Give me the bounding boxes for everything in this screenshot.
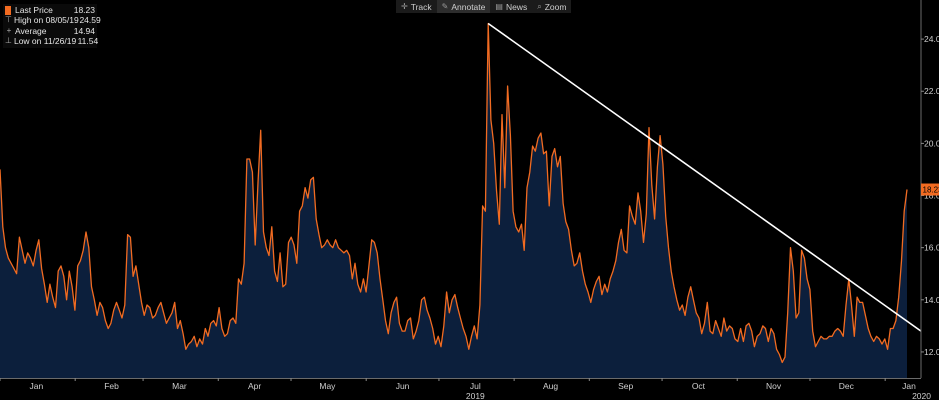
x-tick-label: Feb [104, 381, 119, 391]
price-area [0, 23, 907, 378]
x-tick-label: Aug [543, 381, 558, 391]
legend-last-price: Last Price 18.23 [5, 5, 95, 15]
x-tick-label: Apr [248, 381, 261, 391]
x-tick-label: Nov [766, 381, 782, 391]
crosshair-icon: ✛ [401, 2, 408, 11]
legend-high: ⊤ High on 08/05/19 24.59 [5, 15, 101, 26]
trend-line[interactable] [487, 22, 922, 332]
chart-toolbar: ✛ Track ✎ Annotate ▤ News ⌕ Zoom [396, 0, 572, 13]
magnifier-icon: ⌕ [537, 1, 542, 11]
news-button[interactable]: ▤ News [495, 1, 528, 12]
x-tick-label: Jan [902, 381, 916, 391]
x-tick-label: Oct [692, 381, 706, 391]
x-tick-label: Jan [30, 381, 44, 391]
track-button[interactable]: ✛ Track [401, 1, 432, 12]
low-marker-icon: ⊥ [5, 36, 12, 46]
x-tick-label: Jun [396, 381, 410, 391]
x-year-label: 2019 [466, 391, 485, 400]
high-marker-icon: ⊤ [5, 15, 12, 25]
y-tick-label: 20.00 [924, 138, 939, 148]
x-tick-label: May [319, 381, 336, 391]
news-icon: ▤ [495, 2, 503, 11]
y-tick-label: 24.00 [924, 34, 939, 44]
x-year-label: 2020 [912, 391, 931, 400]
price-line [0, 22, 908, 364]
last-price-tag: 18.23 [921, 183, 939, 196]
legend-average: + Average 14.94 [6, 25, 95, 36]
x-tick-label: Dec [839, 381, 855, 391]
last-price-tag-text: 18.23 [923, 186, 939, 195]
y-tick-label: 16.00 [924, 243, 939, 253]
y-tick-label: 22.00 [924, 86, 939, 96]
legend: Last Price 18.23 ⊤ High on 08/05/19 24.5… [3, 4, 101, 48]
x-tick-label: Jul [470, 381, 481, 391]
y-tick-label: 12.00 [924, 347, 939, 357]
x-tick-label: Sep [618, 381, 633, 391]
legend-low: ⊥ Low on 11/26/19 11.54 [5, 36, 99, 47]
zoom-button[interactable]: ⌕ Zoom [537, 1, 567, 12]
average-marker-icon: + [6, 25, 12, 35]
x-tick-label: Mar [172, 381, 187, 391]
y-tick-label: 14.00 [924, 295, 939, 305]
pencil-icon: ✎ [441, 2, 449, 11]
annotate-button[interactable]: ✎ Annotate [436, 0, 491, 13]
orange-swatch-icon [5, 5, 11, 15]
